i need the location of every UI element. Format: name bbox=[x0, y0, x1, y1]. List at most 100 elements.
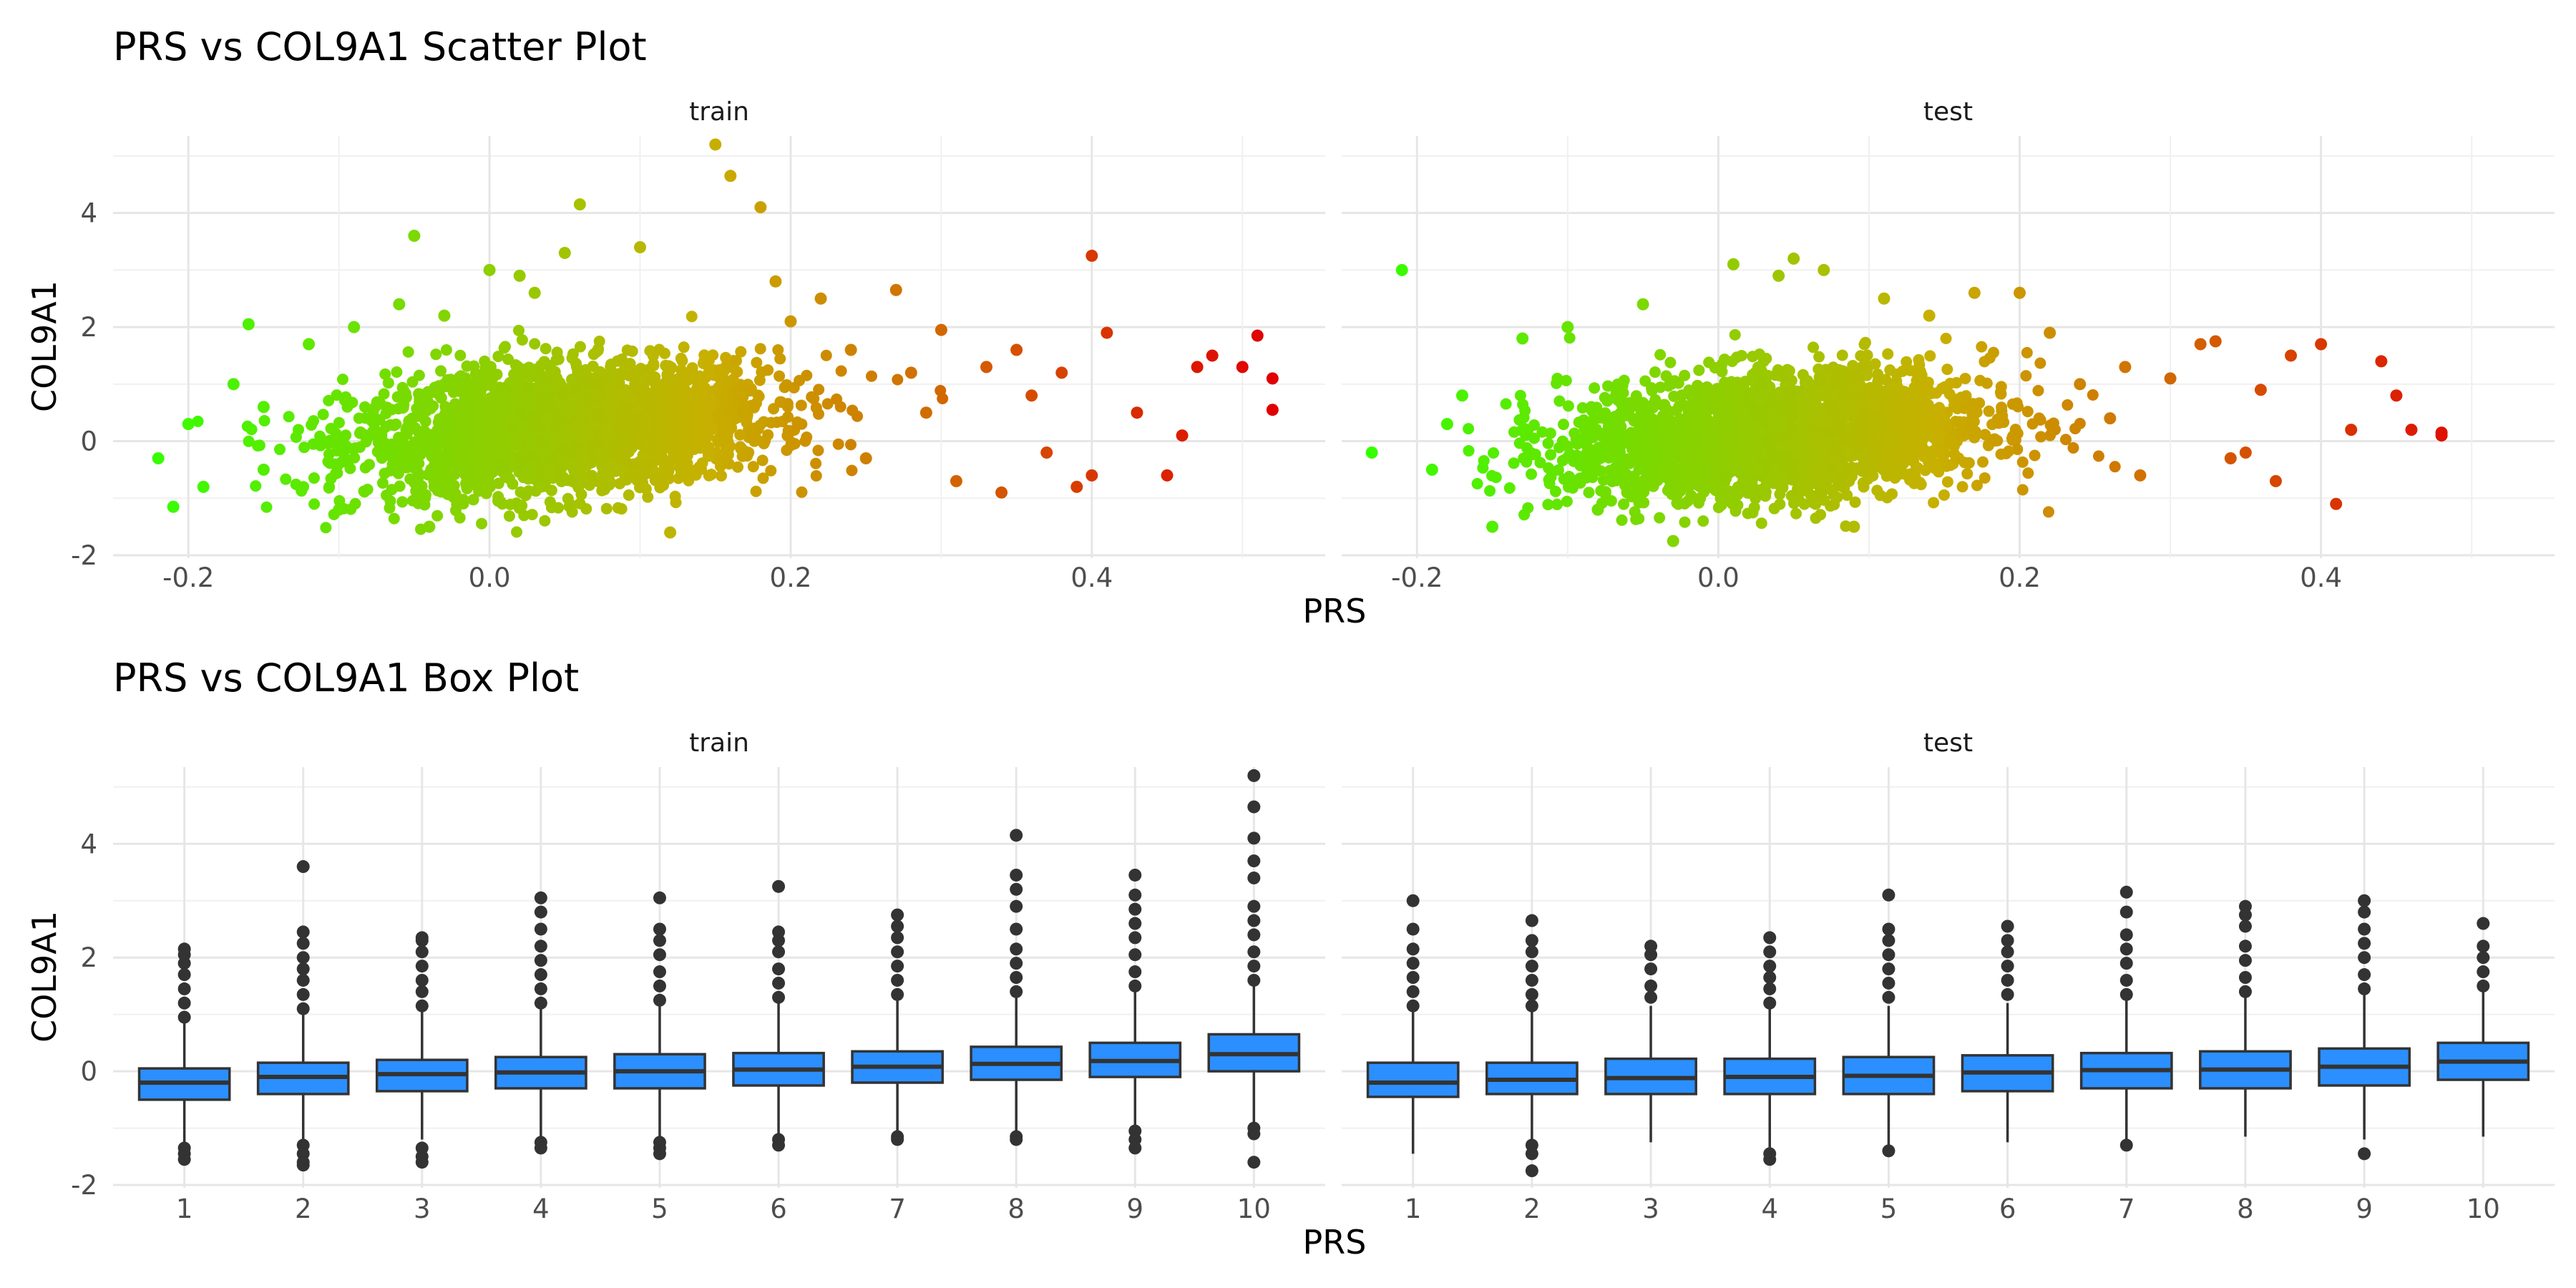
scatter-cloud-point bbox=[1665, 474, 1677, 486]
scatter-cloud-point bbox=[1599, 391, 1611, 404]
scatter-data-point bbox=[1010, 343, 1023, 356]
scatter-cloud-point bbox=[1785, 391, 1797, 403]
scatter-cloud-point bbox=[1991, 413, 2004, 425]
scatter-cloud-point bbox=[1739, 376, 1751, 389]
scatter-cloud-point bbox=[376, 477, 389, 489]
scatter-cloud-point bbox=[937, 392, 949, 404]
scatter-cloud-point bbox=[557, 444, 569, 457]
scatter-cloud-point bbox=[765, 464, 777, 477]
scatter-cloud-point bbox=[290, 478, 302, 490]
scatter-cloud-point bbox=[357, 428, 369, 440]
scatter-cloud-point bbox=[1869, 358, 1881, 370]
scatter-cloud-point bbox=[628, 458, 640, 470]
scatter-cloud-point bbox=[322, 456, 334, 468]
scatter-data-point bbox=[1070, 480, 1083, 493]
scatter-data-point bbox=[1266, 404, 1279, 416]
scatter-cloud-point bbox=[1542, 499, 1554, 511]
scatter-cloud-point bbox=[544, 496, 556, 508]
scatter-cloud-point bbox=[484, 461, 496, 473]
scatter-cloud-point bbox=[1526, 468, 1538, 480]
scatter-data-point bbox=[393, 298, 406, 311]
scatter-data-point bbox=[1365, 447, 1378, 459]
scatter-cloud-point bbox=[1760, 490, 1772, 502]
scatter-cloud-point bbox=[1484, 484, 1496, 497]
scatter-data-point bbox=[2119, 361, 2132, 374]
scatter-cloud-point bbox=[1755, 364, 1767, 376]
scatter-cloud-point bbox=[1683, 471, 1695, 483]
scatter-cloud-point bbox=[781, 444, 793, 457]
scatter-cloud-point bbox=[580, 503, 592, 515]
scatter-cloud-point bbox=[734, 429, 746, 441]
scatter-cloud-point bbox=[371, 446, 384, 458]
scatter-cloud-point bbox=[1801, 377, 1813, 389]
scatter-data-point bbox=[784, 315, 797, 328]
scatter-cloud-point bbox=[1636, 399, 1649, 411]
box-train-x-tick-label: 7 bbox=[889, 1194, 906, 1224]
scatter-cloud-point bbox=[1835, 420, 1847, 432]
scatter-cloud-point bbox=[409, 422, 421, 434]
scatter-cloud-point bbox=[1599, 409, 1611, 421]
scatter-cloud-point bbox=[422, 469, 434, 481]
scatter-data-point bbox=[1425, 463, 1438, 476]
scatter-cloud-point bbox=[1712, 502, 1724, 514]
scatter-cloud-point bbox=[1798, 498, 1810, 510]
scatter-cloud-point bbox=[1815, 509, 1827, 521]
scatter-cloud-point bbox=[580, 364, 592, 376]
scatter-cloud-point bbox=[1868, 399, 1880, 411]
scatter-cloud-point bbox=[1953, 416, 1966, 428]
scatter-cloud-point bbox=[1928, 497, 1940, 509]
scatter-cloud-point bbox=[1936, 382, 1948, 394]
scatter-cloud-point bbox=[545, 466, 557, 478]
scatter-cloud-point bbox=[730, 355, 742, 367]
scatter-cloud-point bbox=[1745, 483, 1757, 495]
scatter-cloud-point bbox=[1753, 348, 1765, 361]
box-train-x-tick-label: 4 bbox=[532, 1194, 550, 1224]
scatter-cloud-point bbox=[846, 464, 858, 477]
scatter-cloud-point bbox=[1722, 434, 1734, 446]
scatter-cloud-point bbox=[1661, 419, 1673, 431]
scatter-cloud-point bbox=[1614, 430, 1626, 442]
scatter-cloud-point bbox=[1708, 424, 1720, 436]
scatter-cloud-point bbox=[1984, 352, 1996, 364]
scatter-cloud-point bbox=[1694, 456, 1706, 468]
scatter-data-point bbox=[2104, 412, 2117, 425]
scatter-data-point bbox=[1055, 366, 1068, 379]
scatter-cloud-point bbox=[1662, 484, 1674, 497]
scatter-cloud-point bbox=[801, 369, 813, 381]
scatter-cloud-point bbox=[492, 351, 504, 363]
scatter-cloud-point bbox=[344, 462, 356, 474]
scatter-cloud-point bbox=[402, 346, 414, 358]
scatter-cloud-point bbox=[1670, 404, 1682, 416]
scatter-cloud-point bbox=[1646, 401, 1659, 414]
scatter-cloud-point bbox=[551, 346, 563, 358]
scatter-cloud-point bbox=[1924, 350, 1936, 362]
scatter-cloud-point bbox=[1976, 456, 1989, 468]
scatter-cloud-point bbox=[1872, 371, 1884, 383]
scatter-cloud-point bbox=[414, 410, 426, 422]
scatter-cloud-point bbox=[721, 430, 733, 442]
scatter-cloud-point bbox=[1628, 415, 1640, 427]
scatter-cloud-point bbox=[713, 364, 726, 376]
scatter-data-point bbox=[483, 263, 496, 276]
scatter-cloud-point bbox=[623, 489, 635, 501]
scatter-cloud-point bbox=[1627, 440, 1639, 452]
scatter-data-point bbox=[1818, 263, 1830, 276]
scatter-cloud-point bbox=[1662, 380, 1674, 392]
scatter-cloud-point bbox=[707, 385, 719, 397]
scatter-cloud-point bbox=[1857, 477, 1869, 489]
scatter-cloud-point bbox=[653, 415, 665, 427]
scatter-data-point bbox=[2209, 335, 2222, 348]
scatter-cloud-point bbox=[679, 428, 691, 440]
box-outlier-point bbox=[177, 1153, 191, 1166]
scatter-cloud-point bbox=[1944, 437, 1956, 449]
box-outlier-point bbox=[177, 982, 191, 995]
scatter-cloud-point bbox=[1861, 349, 1873, 361]
scatter-cloud-point bbox=[832, 438, 844, 450]
scatter-cloud-point bbox=[686, 366, 698, 378]
scatter-cloud-point bbox=[2062, 399, 2074, 411]
scatter-cloud-point bbox=[473, 485, 485, 497]
scatter-cloud-point bbox=[623, 471, 635, 483]
scatter-cloud-point bbox=[1754, 394, 1766, 406]
